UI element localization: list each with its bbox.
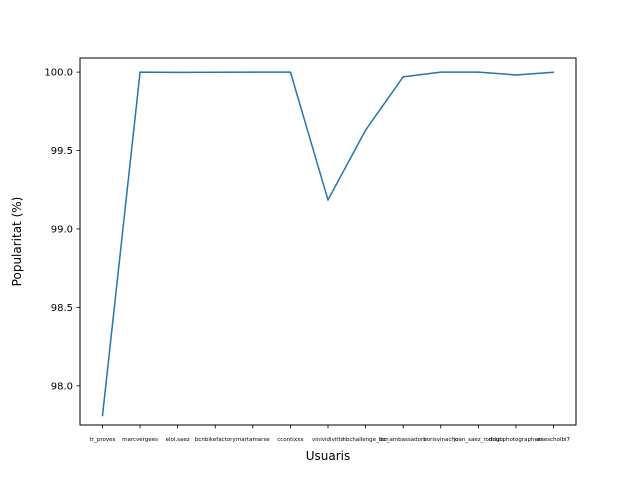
data-point: [176, 71, 179, 74]
x-tick-label: bcnbikefactory: [195, 437, 237, 443]
data-point: [402, 76, 404, 78]
y-tick-label: 100.0: [44, 68, 73, 79]
data-point: [515, 74, 517, 76]
y-tick-label: 99.0: [51, 225, 73, 236]
x-tick-label: ccontixxx: [277, 437, 304, 443]
y-axis: 98.0 98.5 99.0 99.5 100.0: [44, 68, 80, 392]
data-point: [252, 71, 254, 73]
x-axis-label: Usuaris: [306, 449, 351, 463]
y-axis-label: Popularitat (%): [10, 197, 24, 287]
plot-frame: [79, 57, 577, 426]
x-tick-label: eloi.saez: [166, 437, 190, 443]
x-axis: tr_proves marcvergees eloi.saez bcnbikefact…: [90, 425, 571, 443]
data-point: [289, 71, 292, 73]
x-tick-label: martamarse: [236, 437, 270, 443]
data-point: [214, 71, 216, 74]
y-tick-label: 98.0: [51, 381, 73, 392]
x-tick-label: marcvergees: [122, 437, 158, 443]
data-point: [552, 71, 555, 74]
data-point: [440, 71, 442, 73]
data-point: [477, 71, 480, 73]
series-line: [101, 71, 554, 416]
data-point: [327, 199, 329, 201]
x-tick-label: anescholbi7: [537, 437, 571, 443]
data-point: [364, 129, 367, 131]
y-tick-label: 98.5: [51, 303, 73, 314]
x-tick-label: tr_proves: [90, 437, 116, 443]
y-tick-label: 99.5: [51, 146, 73, 157]
x-tick-label: vinividivitto: [312, 437, 345, 443]
x-tick-label: borisvinacho: [423, 437, 459, 443]
data-point: [101, 414, 104, 417]
x-tick-label: joan_saez_rodrigo: [453, 437, 504, 443]
x-tick-label: bc_ambassadors: [380, 437, 426, 443]
x-tick-label: hbchallenge_bcn: [342, 437, 389, 443]
data-point: [139, 71, 141, 73]
x-tick-label: duul.photographers: [489, 437, 543, 443]
